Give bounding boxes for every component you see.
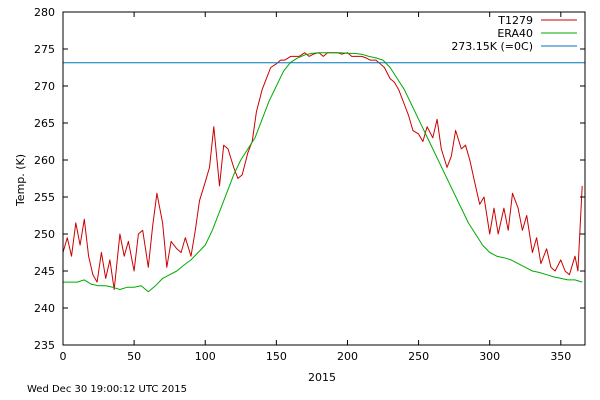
y-tick-label: 270 (34, 80, 55, 93)
x-tick-label: 300 (479, 350, 500, 363)
y-tick-label: 240 (34, 302, 55, 315)
y-tick-label: 255 (34, 191, 55, 204)
x-tick-label: 100 (195, 350, 216, 363)
legend-label: T1279 (497, 14, 533, 27)
series-line-t1279 (62, 52, 583, 290)
legend-label: 273.15K (=0C) (451, 40, 533, 53)
y-tick-label: 280 (34, 6, 55, 19)
x-tick-label: 0 (60, 350, 67, 363)
timestamp-footer: Wed Dec 30 19:00:12 UTC 2015 (27, 384, 187, 395)
x-tick-label: 50 (127, 350, 141, 363)
y-tick-label: 260 (34, 154, 55, 167)
plot-frame (62, 11, 586, 346)
series-line-era40 (63, 52, 583, 293)
x-tick-label: 350 (550, 350, 571, 363)
x-axis-label: 2015 (308, 371, 336, 384)
y-tick-label: 265 (34, 117, 55, 130)
y-tick-label: 275 (34, 43, 55, 56)
x-tick-label: 200 (337, 350, 358, 363)
y-tick-label: 245 (34, 265, 55, 278)
x-tick-label: 250 (408, 350, 429, 363)
y-tick-label: 235 (34, 339, 55, 352)
y-tick-label: 250 (34, 228, 55, 241)
y-axis-label: Temp. (K) (14, 154, 27, 207)
x-tick-label: 150 (266, 350, 287, 363)
legend-label: ERA40 (497, 27, 533, 40)
